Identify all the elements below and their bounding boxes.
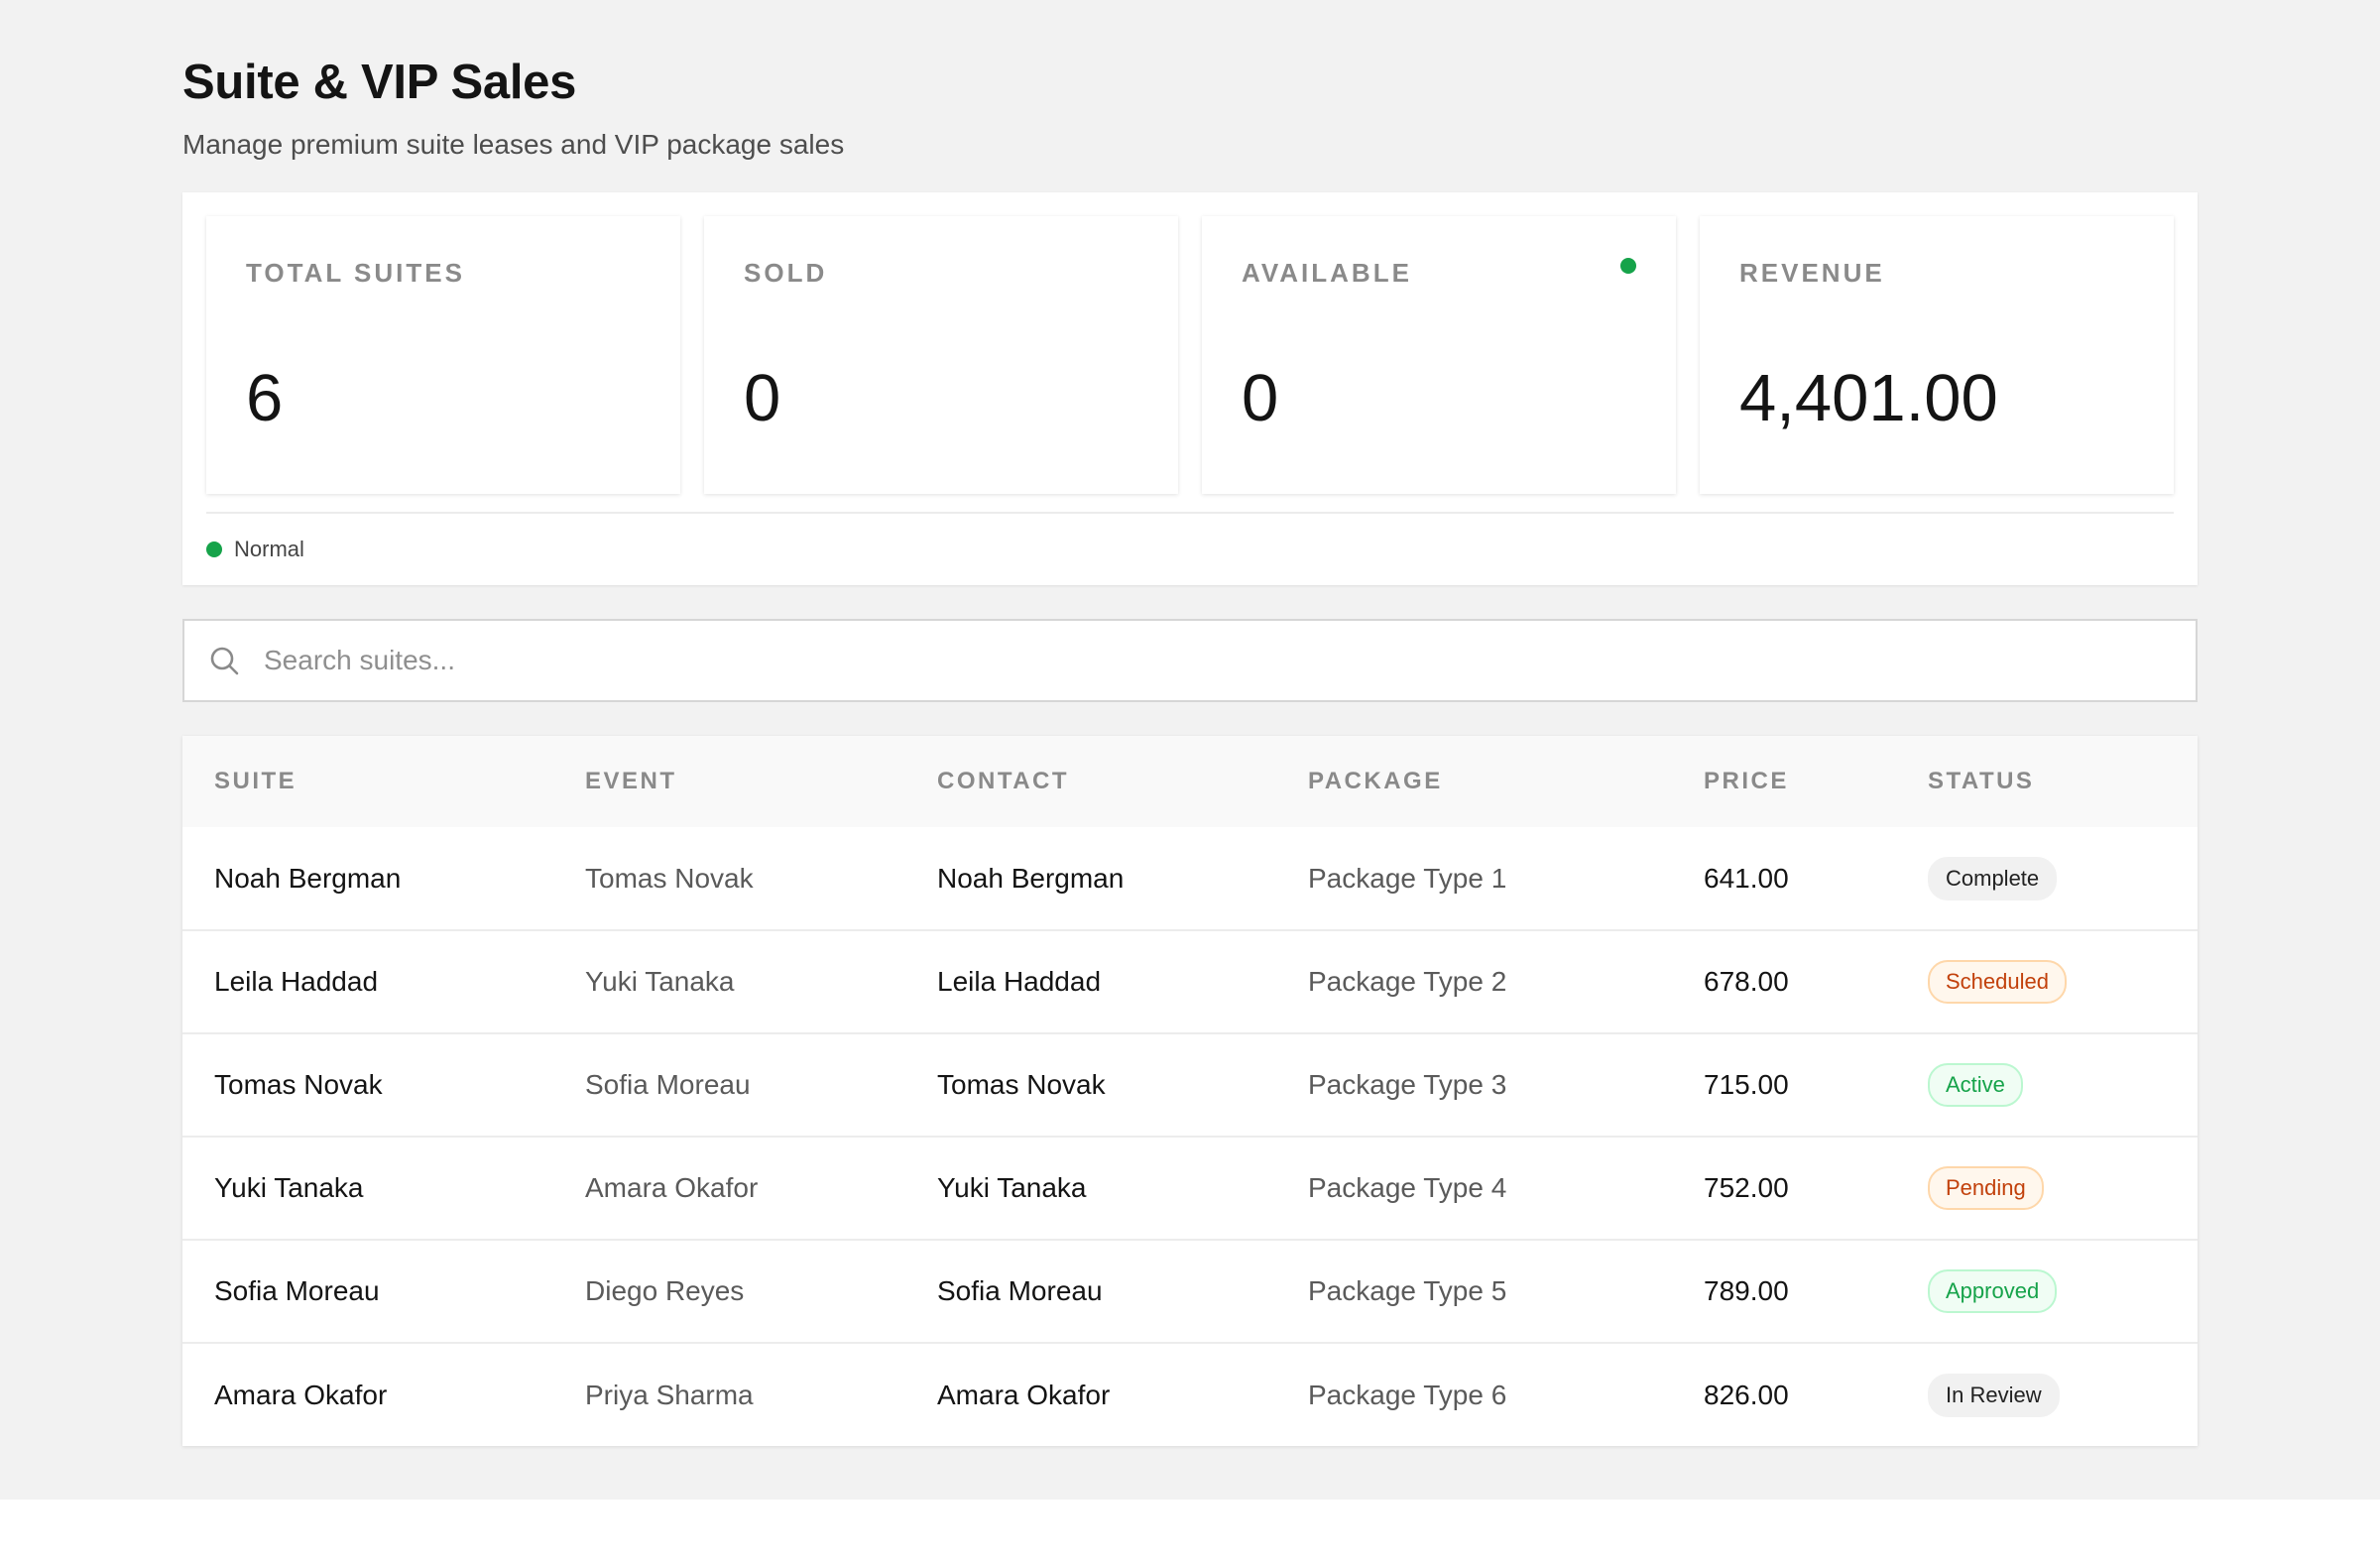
cell-price: 715.00: [1704, 1069, 1789, 1100]
stat-label: SOLD: [744, 258, 828, 288]
cell-package: Package Type 5: [1308, 1275, 1507, 1306]
system-status: Normal: [206, 512, 2174, 585]
cell-suite: Yuki Tanaka: [214, 1172, 364, 1203]
column-header-suite[interactable]: SUITE: [214, 768, 298, 794]
stats-row: TOTAL SUITES 6 SOLD 0 AVAILABLE 0 REVENU…: [206, 216, 2174, 494]
column-header-package[interactable]: PACKAGE: [1308, 768, 1443, 794]
search-icon: [210, 647, 239, 675]
status-badge: Pending: [1928, 1166, 2044, 1210]
stat-value: 4,401.00: [1739, 361, 1998, 435]
stat-label: AVAILABLE: [1242, 258, 1412, 288]
table-header-row: SUITE EVENT CONTACT PACKAGE PRICE STATUS: [182, 736, 2198, 827]
stat-card-total-suites: TOTAL SUITES 6: [206, 216, 680, 494]
cell-suite: Tomas Novak: [214, 1069, 383, 1100]
cell-package: Package Type 6: [1308, 1379, 1507, 1410]
cell-contact: Yuki Tanaka: [937, 1172, 1087, 1203]
stats-panel: TOTAL SUITES 6 SOLD 0 AVAILABLE 0 REVENU…: [182, 192, 2198, 585]
table-row[interactable]: Tomas Novak Sofia Moreau Tomas Novak Pac…: [182, 1033, 2198, 1137]
suites-table: SUITE EVENT CONTACT PACKAGE PRICE STATUS…: [182, 736, 2198, 1446]
cell-price: 641.00: [1704, 862, 1789, 894]
cell-suite: Amara Okafor: [214, 1379, 388, 1410]
cell-event: Diego Reyes: [585, 1275, 745, 1306]
stat-card-sold: SOLD 0: [704, 216, 1178, 494]
table-row[interactable]: Yuki Tanaka Amara Okafor Yuki Tanaka Pac…: [182, 1137, 2198, 1240]
page-subtitle: Manage premium suite leases and VIP pack…: [182, 129, 845, 160]
cell-event: Amara Okafor: [585, 1172, 759, 1203]
cell-status: Active: [1896, 1033, 2198, 1137]
table-row[interactable]: Leila Haddad Yuki Tanaka Leila Haddad Pa…: [182, 930, 2198, 1033]
cell-status: Approved: [1896, 1240, 2198, 1343]
stat-card-revenue: REVENUE 4,401.00: [1700, 216, 2174, 494]
suites-table-card: SUITE EVENT CONTACT PACKAGE PRICE STATUS…: [182, 736, 2198, 1446]
cell-price: 678.00: [1704, 966, 1789, 997]
stat-value: 6: [246, 361, 284, 435]
status-badge: Scheduled: [1928, 960, 2067, 1004]
cell-status: Pending: [1896, 1137, 2198, 1240]
cell-event: Yuki Tanaka: [585, 966, 735, 997]
cell-contact: Noah Bergman: [937, 862, 1125, 894]
stat-label: REVENUE: [1739, 258, 1885, 288]
table-row[interactable]: Noah Bergman Tomas Novak Noah Bergman Pa…: [182, 827, 2198, 930]
status-badge: Approved: [1928, 1269, 2058, 1313]
search-bar[interactable]: [182, 619, 2198, 702]
column-header-status[interactable]: STATUS: [1928, 768, 2035, 794]
cell-contact: Leila Haddad: [937, 966, 1102, 997]
stat-card-available: AVAILABLE 0: [1202, 216, 1676, 494]
cell-suite: Noah Bergman: [214, 862, 402, 894]
cell-price: 826.00: [1704, 1379, 1789, 1410]
search-input[interactable]: [264, 645, 2148, 676]
cell-suite: Leila Haddad: [214, 966, 379, 997]
status-badge: In Review: [1928, 1373, 2060, 1417]
cell-status: Complete: [1896, 827, 2198, 930]
availability-indicator-dot: [1620, 258, 1636, 274]
cell-event: Priya Sharma: [585, 1379, 754, 1410]
cell-package: Package Type 3: [1308, 1069, 1507, 1100]
status-text: Normal: [234, 537, 304, 561]
cell-status: In Review: [1896, 1343, 2198, 1446]
cell-contact: Tomas Novak: [937, 1069, 1106, 1100]
cell-package: Package Type 1: [1308, 862, 1507, 894]
status-badge: Complete: [1928, 856, 2058, 901]
column-header-contact[interactable]: CONTACT: [937, 768, 1070, 794]
cell-price: 752.00: [1704, 1172, 1789, 1203]
stat-label: TOTAL SUITES: [246, 258, 465, 288]
main-content: Suite & VIP Sales Manage premium suite l…: [182, 54, 2198, 1446]
cell-contact: Sofia Moreau: [937, 1275, 1103, 1306]
cell-contact: Amara Okafor: [937, 1379, 1111, 1410]
status-dot-icon: [206, 541, 222, 557]
cell-event: Sofia Moreau: [585, 1069, 751, 1100]
cell-suite: Sofia Moreau: [214, 1275, 380, 1306]
cell-event: Tomas Novak: [585, 862, 754, 894]
cell-package: Package Type 2: [1308, 966, 1507, 997]
cell-price: 789.00: [1704, 1275, 1789, 1306]
cell-package: Package Type 4: [1308, 1172, 1507, 1203]
stat-value: 0: [744, 361, 781, 435]
stat-value: 0: [1242, 361, 1279, 435]
cell-status: Scheduled: [1896, 930, 2198, 1033]
column-header-price[interactable]: PRICE: [1704, 768, 1789, 794]
status-badge: Active: [1928, 1063, 2023, 1107]
table-row[interactable]: Sofia Moreau Diego Reyes Sofia Moreau Pa…: [182, 1240, 2198, 1343]
table-row[interactable]: Amara Okafor Priya Sharma Amara Okafor P…: [182, 1343, 2198, 1446]
column-header-event[interactable]: EVENT: [585, 768, 677, 794]
page-title: Suite & VIP Sales: [182, 56, 577, 109]
